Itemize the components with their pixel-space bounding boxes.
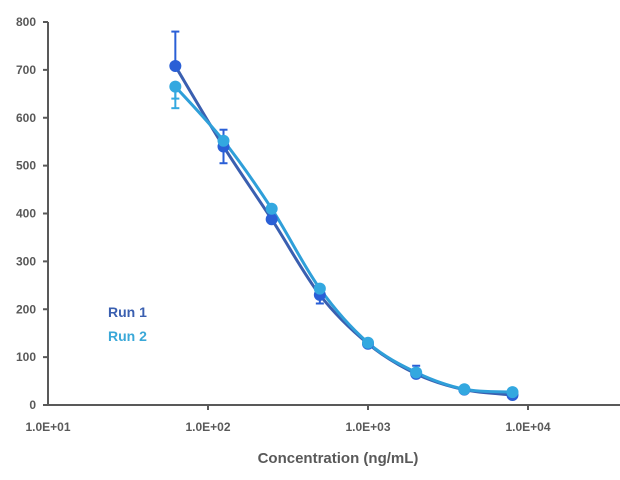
data-point-run-1	[265, 213, 278, 226]
points	[169, 60, 519, 401]
error-bars	[171, 30, 421, 374]
x-tick-label: 1.0E+01	[25, 420, 70, 434]
x-ticks: 1.0E+01 1.0E+02 1.0E+03 1.0E+04	[25, 405, 551, 434]
data-point-run-2	[313, 282, 326, 295]
data-point-run-2	[217, 134, 230, 147]
data-point-run-2	[458, 383, 471, 396]
y-tick-label: 800	[16, 15, 36, 29]
y-tick-label: 400	[16, 207, 36, 221]
x-tick-label: 1.0E+04	[505, 420, 550, 434]
y-tick-label: 600	[16, 111, 36, 125]
x-tick-label: 1.0E+02	[185, 420, 230, 434]
legend-run-1: Run 1	[108, 304, 147, 320]
series-lines	[174, 65, 513, 397]
series-line-run-2	[174, 85, 513, 394]
axes	[47, 22, 620, 406]
data-point-run-2	[265, 202, 278, 215]
data-point-run-2	[506, 386, 519, 399]
y-ticks: 0 100 200 300 400 500 600 700 800	[16, 15, 48, 412]
x-axis-title: Concentration (ng/mL)	[258, 450, 419, 467]
x-tick-label: 1.0E+03	[345, 420, 390, 434]
data-point-run-2	[169, 80, 182, 93]
y-tick-label: 0	[29, 398, 36, 412]
legend: Run 1 Run 2	[108, 304, 147, 344]
y-tick-label: 500	[16, 159, 36, 173]
y-tick-label: 700	[16, 63, 36, 77]
series-line-run-1	[174, 65, 513, 397]
legend-run-2: Run 2	[108, 328, 147, 344]
y-tick-label: 100	[16, 350, 36, 364]
y-tick-label: 300	[16, 254, 36, 268]
data-point-run-2	[362, 336, 374, 349]
data-point-run-2	[410, 366, 423, 379]
y-tick-label: 200	[16, 302, 36, 316]
data-point-run-1	[169, 60, 182, 73]
